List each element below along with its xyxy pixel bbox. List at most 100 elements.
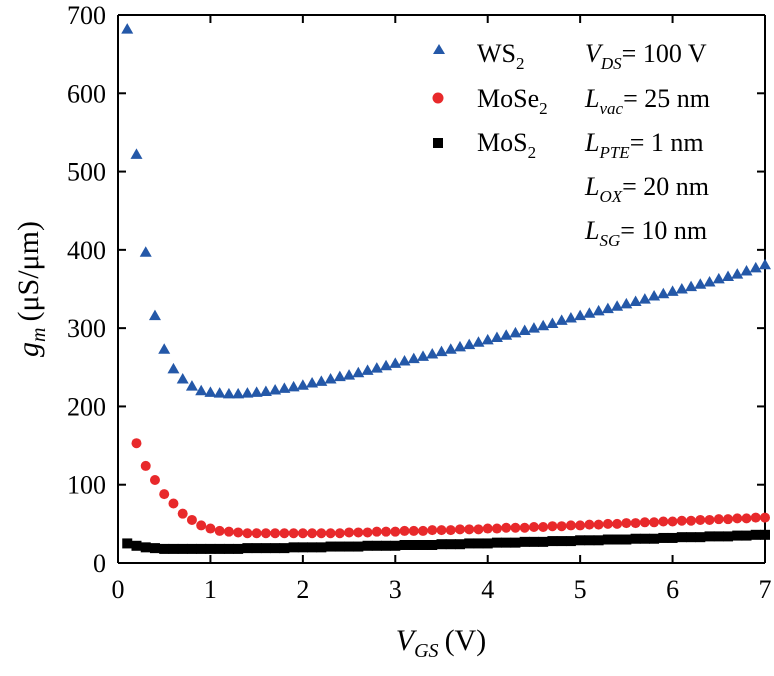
data-point-mos2 [251, 543, 262, 554]
data-point-mos2 [723, 531, 734, 542]
data-point-mos2 [491, 537, 502, 548]
data-point-mose2 [454, 524, 465, 535]
data-point-ws2 [121, 23, 134, 34]
annotation-lox: LOX= 20 nm [584, 172, 709, 206]
data-point-ws2 [564, 311, 577, 323]
data-point-mos2 [686, 532, 697, 543]
data-point-ws2 [185, 380, 198, 391]
data-point-mos2 [741, 530, 752, 541]
data-point-mose2 [482, 523, 493, 534]
data-point-ws2 [731, 268, 744, 279]
data-point-ws2 [167, 362, 180, 374]
data-point-mos2 [140, 542, 151, 553]
data-point-mos2 [399, 539, 410, 550]
data-point-mos2 [270, 543, 281, 554]
data-point-ws2 [555, 314, 568, 325]
data-point-mose2 [288, 528, 299, 539]
legend-marker-circle [432, 92, 444, 104]
data-point-ws2 [629, 295, 642, 307]
data-point-mos2 [427, 539, 438, 550]
data-point-mos2 [297, 542, 308, 553]
y-tick-label: 100 [67, 471, 106, 500]
data-point-ws2 [426, 347, 439, 359]
x-tick-label: 0 [112, 575, 125, 604]
legend: WS2 MoSe2 MoS2 [432, 39, 548, 162]
data-point-mos2 [519, 536, 530, 547]
data-point-mos2 [510, 537, 521, 548]
parameter-annotations: VDS= 100 V Lvac= 25 nm LPTE= 1 nm LOX= 2… [584, 39, 710, 250]
data-point-mose2 [251, 528, 262, 539]
data-point-mose2 [177, 508, 188, 519]
data-point-mos2 [565, 536, 576, 547]
y-tick-label: 400 [67, 236, 106, 265]
data-point-mose2 [464, 524, 475, 535]
data-point-mose2 [565, 520, 576, 531]
data-point-mos2 [547, 536, 558, 547]
data-point-mose2 [371, 526, 382, 537]
x-tick-label: 7 [759, 575, 772, 604]
data-point-ws2 [352, 366, 365, 378]
data-point-mos2 [667, 532, 678, 543]
y-tick-label: 0 [93, 549, 106, 578]
data-point-ws2 [453, 340, 466, 352]
data-point-mos2 [223, 543, 234, 554]
data-point-mose2 [667, 516, 678, 527]
data-point-ws2 [740, 264, 753, 276]
data-point-ws2 [749, 261, 762, 273]
data-point-mos2 [196, 543, 207, 554]
data-point-mose2 [750, 512, 761, 523]
data-point-mose2 [362, 527, 373, 538]
data-point-mos2 [713, 531, 724, 542]
data-point-mose2 [307, 528, 318, 539]
data-point-ws2 [527, 322, 540, 333]
x-tick-label: 1 [204, 575, 217, 604]
data-point-ws2 [583, 307, 596, 318]
data-point-mose2 [473, 524, 484, 535]
data-point-mose2 [214, 525, 225, 536]
data-point-mos2 [316, 542, 327, 553]
data-point-mose2 [418, 525, 429, 536]
data-point-mose2 [612, 518, 623, 529]
data-point-mose2 [205, 523, 216, 534]
data-point-ws2 [657, 287, 670, 299]
data-point-mos2 [695, 532, 706, 543]
axis-ticks [117, 14, 766, 564]
data-point-ws2 [620, 297, 633, 309]
data-point-ws2 [389, 357, 402, 368]
data-point-mos2 [390, 540, 401, 551]
data-point-ws2 [306, 376, 319, 388]
data-point-ws2 [232, 387, 245, 399]
data-point-mos2 [149, 543, 160, 554]
data-point-ws2 [592, 304, 605, 316]
data-point-ws2 [722, 270, 735, 281]
data-point-ws2 [666, 285, 679, 296]
data-point-mose2 [325, 528, 336, 539]
y-axis-label: gm(μS/μm) [12, 221, 50, 357]
data-point-mos2 [233, 543, 244, 554]
data-point-mose2 [602, 518, 613, 529]
data-point-mos2 [538, 536, 549, 547]
data-point-mos2 [131, 540, 142, 551]
data-point-mose2 [223, 526, 234, 537]
data-point-mose2 [658, 516, 669, 527]
data-point-mose2 [353, 527, 364, 538]
data-point-mose2 [713, 514, 724, 525]
legend-item-mose2: MoSe2 [432, 84, 548, 118]
x-axis-title: VGS (V) [396, 624, 486, 662]
data-point-ws2 [481, 333, 494, 345]
data-point-mos2 [205, 543, 216, 554]
data-point-mose2 [519, 522, 530, 533]
data-point-ws2 [500, 329, 513, 340]
y-tick-label: 700 [67, 1, 106, 30]
data-point-ws2 [222, 387, 235, 399]
data-point-ws2 [278, 382, 291, 393]
data-point-mos2 [436, 539, 447, 550]
data-point-ws2 [296, 379, 309, 390]
data-point-ws2 [685, 280, 698, 292]
y-tick-label: 200 [67, 392, 106, 421]
data-point-ws2 [435, 345, 448, 357]
data-point-mos2 [630, 533, 641, 544]
data-point-mose2 [732, 513, 743, 524]
data-point-mos2 [464, 538, 475, 549]
data-point-ws2 [444, 343, 457, 354]
